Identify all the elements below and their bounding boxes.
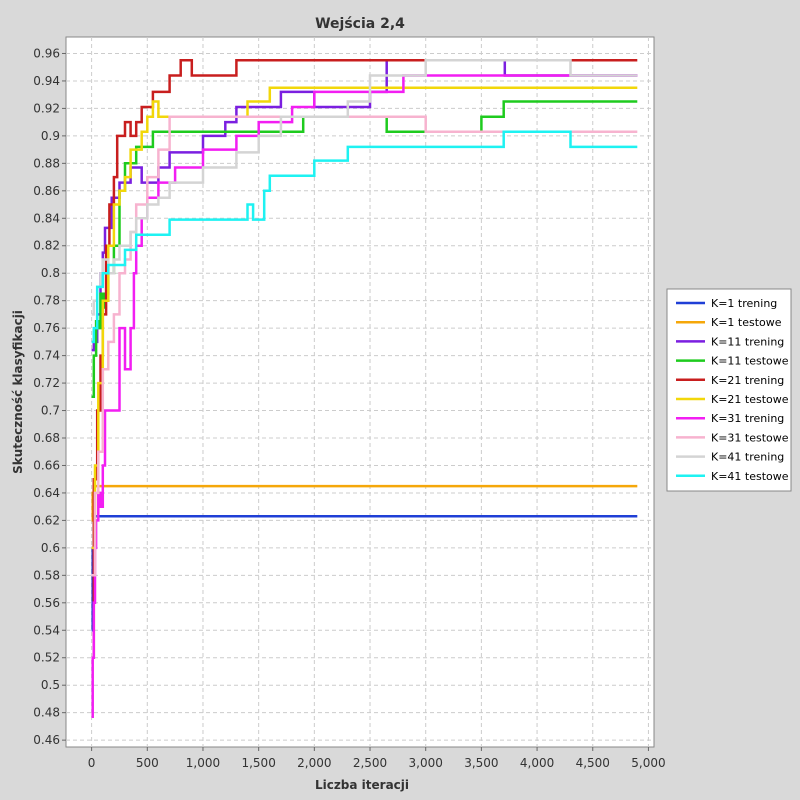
y-tick-label: 0.96 [33, 46, 60, 60]
legend: K=1 trening K=1 testowe K=11 trening K=11 t… [666, 288, 792, 492]
x-tick-label: 3,000 [409, 756, 443, 770]
x-tick-label: 1,000 [186, 756, 220, 770]
plot-area [65, 36, 655, 748]
series-line-9 [91, 59, 638, 316]
series-line-4 [91, 100, 638, 399]
y-tick-label: 0.7 [41, 404, 60, 418]
y-tick-label: 0.8 [41, 266, 60, 280]
y-tick-label: 0.78 [33, 294, 60, 308]
legend-label-9: K=41 trening [711, 451, 784, 464]
legend-label-5: K=21 trening [711, 374, 784, 387]
y-tick-label: 0.76 [33, 321, 60, 335]
y-tick-label: 0.82 [33, 239, 60, 253]
y-tick-label: 0.52 [33, 651, 60, 665]
x-tick-label: 500 [136, 756, 159, 770]
y-tick-label: 0.54 [33, 623, 60, 637]
x-tick-label: 4,000 [520, 756, 554, 770]
legend-label-10: K=41 testowe [711, 470, 789, 483]
y-tick-label: 0.64 [33, 486, 60, 500]
legend-label-4: K=11 testowe [711, 355, 789, 368]
legend-label-7: K=31 trening [711, 412, 784, 425]
x-tick-label: 2,500 [353, 756, 387, 770]
y-axis-label: Skuteczność klasyfikacji [11, 310, 25, 474]
series-layer [91, 59, 638, 719]
legend-label-2: K=1 testowe [711, 316, 782, 329]
y-tick-label: 0.68 [33, 431, 60, 445]
axes: 0.46 0.48 0.5 0.52 0.54 0.56 0.58 0.6 0.62 0.64 0.… [33, 46, 665, 770]
x-tick-label: 2,000 [297, 756, 331, 770]
y-tick-label: 0.6 [41, 541, 60, 555]
series-line-8 [91, 115, 638, 577]
y-tick-label: 0.94 [33, 74, 60, 88]
legend-label-1: K=1 trening [711, 297, 777, 310]
x-tick-label: 5,000 [631, 756, 665, 770]
series-line-10 [91, 130, 638, 344]
y-tick-label: 0.92 [33, 101, 60, 115]
x-tick-label: 3,500 [464, 756, 498, 770]
y-tick-label: 0.48 [33, 706, 60, 720]
y-tick-label: 0.46 [33, 733, 60, 747]
y-tick-label: 0.86 [33, 184, 60, 198]
y-tick-label: 0.62 [33, 513, 60, 527]
y-tick-label: 0.88 [33, 156, 60, 170]
y-tick-label: 0.56 [33, 596, 60, 610]
y-tick-label: 0.58 [33, 568, 60, 582]
chart-title: Wejścia 2,4 [315, 16, 405, 32]
y-tick-label: 0.9 [41, 129, 60, 143]
y-tick-label: 0.66 [33, 458, 60, 472]
series-line-7 [91, 74, 638, 719]
series-line-6 [91, 86, 638, 550]
legend-label-8: K=31 testowe [711, 431, 789, 444]
y-tick-label: 0.5 [41, 678, 60, 692]
y-tick-label: 0.74 [33, 349, 60, 363]
x-tick-label: 1,500 [241, 756, 275, 770]
legend-label-3: K=11 trening [711, 335, 784, 348]
y-tick-label: 0.72 [33, 376, 60, 390]
y-tick-label: 0.84 [33, 211, 60, 225]
legend-label-6: K=21 testowe [711, 393, 789, 406]
x-tick-label: 0 [88, 756, 96, 770]
x-axis-label: Liczba iteracji [315, 778, 409, 792]
x-tick-label: 4,500 [576, 756, 610, 770]
